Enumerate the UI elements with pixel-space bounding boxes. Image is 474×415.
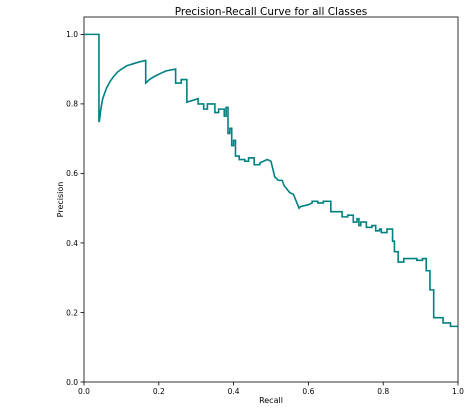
y-axis-ticks: 0.0 0.2 0.4 0.6 0.8 1.0 bbox=[66, 30, 84, 387]
y-tick-label: 0.0 bbox=[66, 378, 78, 387]
x-tick-label: 0.2 bbox=[153, 387, 165, 396]
plot-frame bbox=[83, 16, 459, 383]
y-tick-label: 1.0 bbox=[66, 30, 78, 39]
y-tick-label: 0.8 bbox=[66, 100, 78, 109]
plot-area: 0.0 0.2 0.4 0.6 0.8 1.0 0.0 0.2 0.4 0.6 0.8 1.0 bbox=[66, 16, 464, 396]
y-tick-label: 0.6 bbox=[66, 169, 78, 178]
x-tick-label: 0.0 bbox=[78, 387, 90, 396]
x-tick-label: 0.4 bbox=[228, 387, 240, 396]
chart-title: Precision-Recall Curve for all Classes bbox=[175, 6, 368, 18]
x-tick-label: 0.6 bbox=[302, 387, 314, 396]
x-axis-ticks: 0.0 0.2 0.4 0.6 0.8 1.0 bbox=[78, 382, 464, 396]
x-tick-label: 1.0 bbox=[452, 387, 464, 396]
y-tick-label: 0.4 bbox=[66, 239, 78, 248]
y-axis-label: Precision bbox=[56, 182, 65, 218]
x-tick-label: 0.8 bbox=[377, 387, 389, 396]
pr-curve-line bbox=[84, 33, 458, 328]
y-tick-label: 0.2 bbox=[66, 308, 78, 317]
x-axis-label: Recall bbox=[259, 396, 283, 405]
